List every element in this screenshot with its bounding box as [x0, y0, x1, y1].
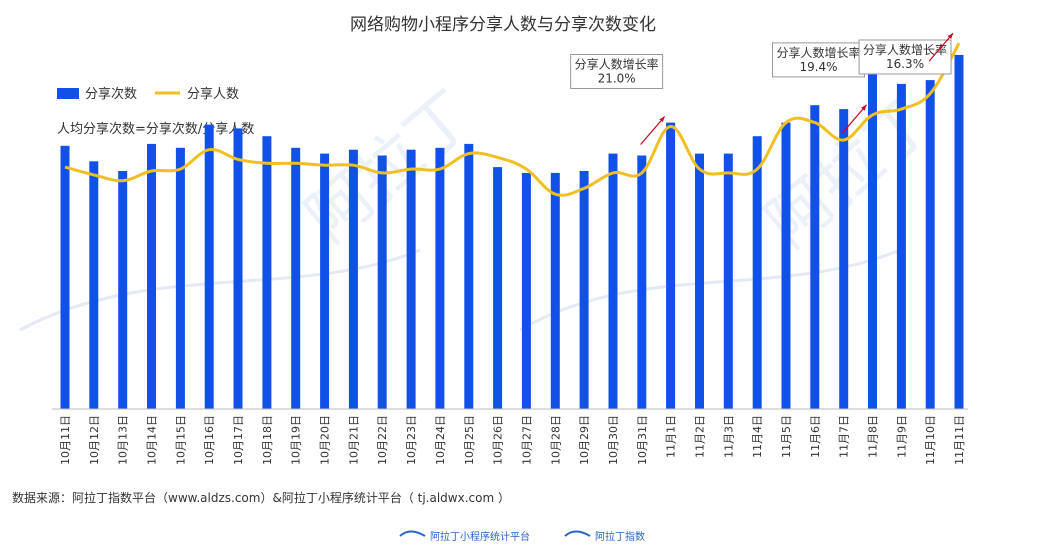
callout-box — [858, 39, 952, 75]
x-tick-label: 11月6日 — [809, 415, 822, 458]
bar — [493, 167, 503, 409]
x-tick-label: 10月17日 — [232, 415, 245, 465]
arrow-head-icon — [659, 116, 665, 123]
x-tick-label: 10月15日 — [174, 415, 187, 465]
x-tick-label: 10月28日 — [549, 415, 562, 465]
legend-bar-swatch — [57, 88, 79, 99]
bar — [464, 143, 474, 409]
x-tick-label: 10月13日 — [117, 415, 130, 465]
x-tick-label: 10月16日 — [203, 415, 216, 465]
x-tick-label: 10月25日 — [463, 415, 476, 465]
bar — [320, 153, 330, 409]
footer-brand-2: 阿拉丁指数 — [595, 530, 645, 543]
x-tick-label: 11月9日 — [895, 415, 908, 458]
line-series — [64, 42, 961, 197]
callout-arrow — [928, 32, 954, 62]
footer-brands: 阿拉丁小程序统计平台 阿拉丁指数 — [399, 530, 645, 543]
callout-value: 19.4% — [799, 60, 837, 74]
x-tick-label: 10月20日 — [319, 415, 332, 465]
footer-brand-1: 阿拉丁小程序统计平台 — [430, 530, 530, 543]
x-tick-label: 11月5日 — [780, 415, 793, 458]
bar — [175, 147, 185, 410]
callout-label: 分享人数增长率 — [575, 56, 659, 71]
brand-logo-icon — [399, 530, 426, 537]
callout-arrow — [842, 104, 867, 134]
legend-bar-label: 分享次数 — [85, 86, 137, 102]
x-tick-label: 10月27日 — [520, 415, 533, 465]
x-tick-label: 11月7日 — [838, 415, 851, 458]
x-tick-label: 11月3日 — [722, 415, 735, 458]
bar — [348, 149, 358, 409]
brand-logo-icon-2 — [564, 530, 591, 537]
x-tick-labels: 10月11日 10月12日 10月13日 10月14日 10月15日 10月16日 10月1… — [59, 415, 966, 465]
watermark-swirl-left — [19, 248, 421, 332]
bar — [752, 136, 762, 409]
series-line — [64, 42, 961, 197]
bar — [896, 83, 906, 410]
bar — [637, 155, 647, 409]
source-text: 数据来源：阿拉丁指数平台（www.aldzs.com）&阿拉丁小程序统计平台（ … — [12, 490, 510, 505]
bar — [579, 171, 589, 409]
bar-series — [60, 54, 964, 410]
bar — [868, 64, 877, 409]
x-tick-label: 10月19日 — [290, 415, 303, 465]
chart-title: 网络购物小程序分享人数与分享次数变化 — [350, 15, 656, 35]
x-tick-label: 10月21日 — [347, 415, 360, 465]
x-tick-label: 10月24日 — [434, 415, 447, 465]
x-tick-label: 11月8日 — [867, 415, 880, 458]
bar — [435, 147, 445, 410]
bar — [550, 172, 560, 409]
x-tick-label: 10月30日 — [607, 415, 620, 465]
x-tick-label: 10月22日 — [376, 415, 389, 465]
callout-label: 分享人数增长率 — [863, 42, 947, 57]
x-tick-label: 11月4日 — [751, 415, 764, 458]
x-tick-label: 10月11日 — [59, 415, 72, 465]
bar — [666, 122, 676, 409]
x-tick-label: 11月11日 — [953, 415, 966, 465]
bar — [521, 172, 531, 409]
bar — [810, 105, 820, 409]
bar — [608, 153, 618, 409]
x-tick-label: 10月29日 — [578, 415, 591, 465]
bar — [60, 145, 70, 410]
bar — [695, 153, 704, 409]
x-tick-label: 11月10日 — [924, 415, 937, 465]
bar — [925, 80, 935, 409]
bar — [89, 161, 99, 409]
x-tick-label: 11月1日 — [665, 415, 678, 458]
x-tick-label: 10月23日 — [405, 415, 418, 465]
callout-value: 16.3% — [886, 57, 924, 71]
bar — [839, 109, 849, 409]
callout-value: 21.0% — [598, 71, 636, 85]
watermark-swirl-right — [519, 248, 901, 332]
bar — [954, 54, 964, 410]
callout-box — [570, 53, 664, 89]
x-tick-label: 10月31日 — [636, 415, 649, 465]
bar — [781, 122, 791, 409]
watermark-group: 阿拉丁 阿拉丁 — [19, 77, 947, 332]
bar — [262, 136, 272, 409]
bar — [233, 128, 243, 409]
bar — [118, 171, 128, 409]
bar — [723, 153, 733, 409]
x-tick-label: 10月26日 — [492, 415, 505, 465]
arrow-head-icon — [947, 33, 953, 39]
bar — [377, 155, 387, 409]
bar — [406, 149, 416, 409]
bar — [204, 124, 214, 409]
x-tick-label: 11月2日 — [693, 415, 706, 458]
bar — [291, 147, 301, 410]
legend-line-label: 分享人数 — [187, 86, 239, 102]
callout-arrow — [640, 116, 666, 145]
legend: 分享次数 分享人数 — [57, 86, 239, 102]
chart-subtitle: 人均分享次数=分享次数/分享人数 — [57, 121, 254, 137]
callout-label: 分享人数增长率 — [777, 45, 861, 60]
arrow-head-icon — [861, 104, 867, 111]
bar — [147, 143, 156, 409]
x-tick-label: 10月14日 — [146, 415, 159, 465]
x-tick-label: 10月12日 — [88, 415, 101, 465]
x-tick-label: 10月18日 — [261, 415, 274, 465]
